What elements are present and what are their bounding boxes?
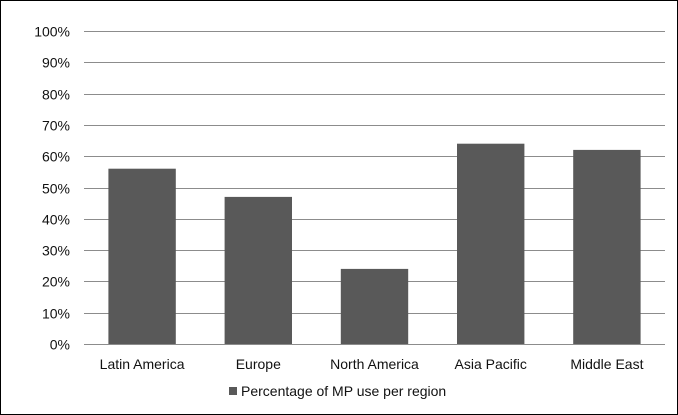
x-axis-categories: Latin America Europe North America Asia Pac… — [100, 356, 644, 372]
bar-latin-america — [108, 168, 176, 344]
bar-europe — [224, 196, 292, 344]
y-tick-label: 50% — [42, 181, 70, 197]
y-axis-ticks: 0% 10% 20% 30% 40% 50% 60% 70% 80% 90% 100% — [34, 24, 70, 353]
y-tick-label: 40% — [42, 212, 70, 228]
bar-north-america — [340, 268, 409, 344]
legend-swatch — [229, 387, 237, 395]
bars — [108, 143, 641, 344]
gridlines — [84, 31, 665, 345]
y-tick-label: 100% — [34, 24, 70, 40]
legend-label: Percentage of MP use per region — [241, 383, 446, 399]
y-tick-label: 60% — [42, 149, 70, 165]
y-tick-label: 30% — [42, 243, 70, 259]
y-tick-label: 10% — [42, 306, 70, 322]
bar-asia-pacific — [457, 143, 525, 344]
y-tick-label: 80% — [42, 87, 70, 103]
y-tick-label: 20% — [42, 274, 70, 290]
x-category-label: North America — [330, 356, 419, 372]
x-category-label: Asia Pacific — [455, 356, 527, 372]
bar-middle-east — [573, 149, 641, 344]
x-category-label: Europe — [236, 356, 281, 372]
y-tick-label: 90% — [42, 55, 70, 71]
x-category-label: Middle East — [570, 356, 643, 372]
y-tick-label: 0% — [50, 337, 70, 353]
legend: Percentage of MP use per region — [229, 383, 446, 399]
x-category-label: Latin America — [100, 356, 185, 372]
y-tick-label: 70% — [42, 118, 70, 134]
